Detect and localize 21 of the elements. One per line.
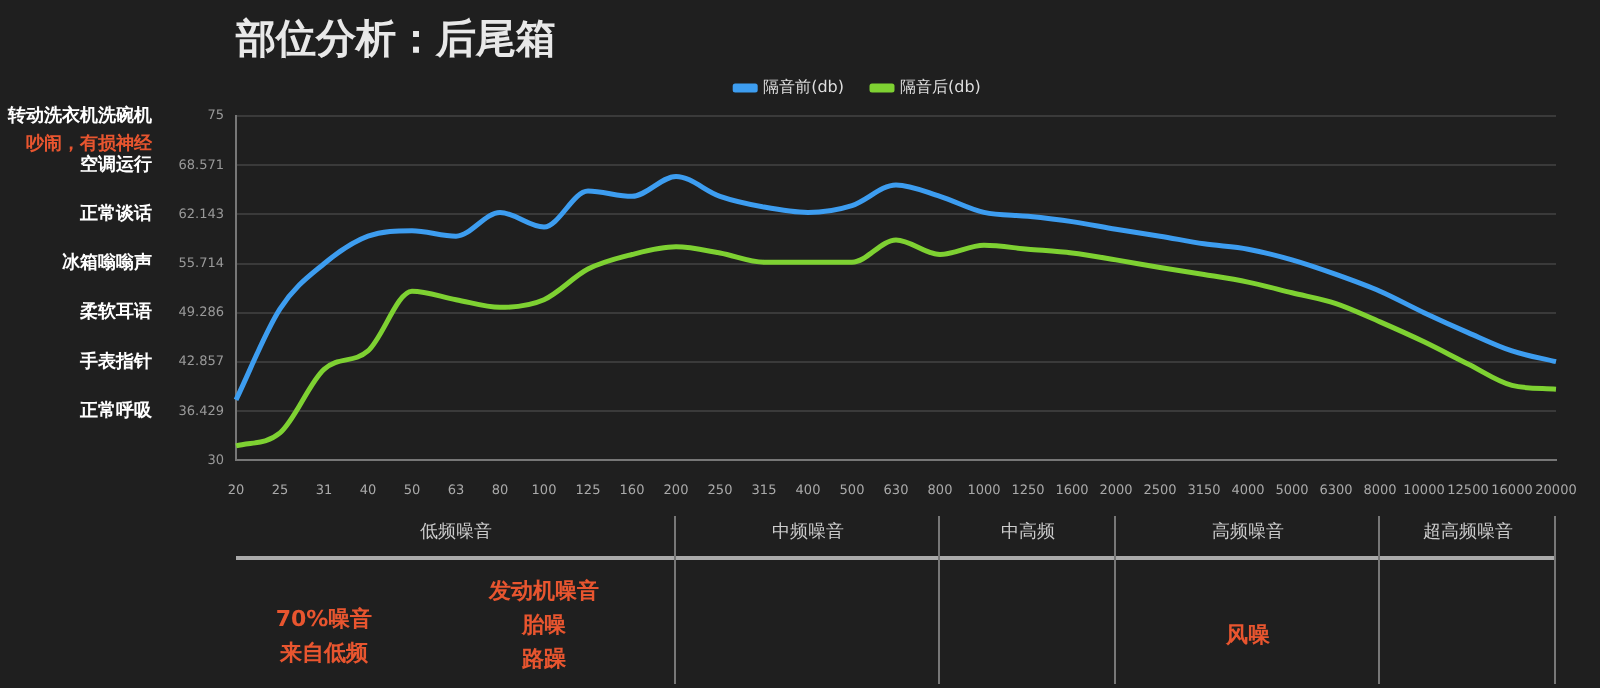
- text: 低频噪音: [420, 520, 492, 543]
- text: 风噪: [1224, 621, 1272, 648]
- text: 高频噪音: [1212, 520, 1284, 543]
- text: 中频噪音: [772, 520, 844, 543]
- text: 超高频噪音: [1423, 520, 1513, 543]
- text: 正常呼吸: [78, 399, 154, 422]
- text: 70%噪音来自低频: [275, 605, 373, 666]
- text: 转动洗衣机洗碗机: [6, 104, 152, 127]
- text: 柔软耳语: [78, 301, 152, 324]
- text: 吵闹，有损神经: [26, 132, 154, 155]
- text: 发动机噪音胎噪路躁: [487, 577, 599, 672]
- text: 空调运行: [80, 153, 152, 176]
- text: 手表指针: [78, 350, 152, 373]
- legend-label: 隔音后(db): [900, 78, 981, 97]
- chart-title: 部位分析：后尾箱: [236, 12, 556, 66]
- line-series: [233, 237, 1559, 449]
- text: 中高频: [1001, 520, 1055, 543]
- text: 正常谈话: [78, 203, 152, 226]
- legend-label: 隔音前(db): [763, 78, 845, 97]
- line-series: [233, 173, 1559, 403]
- text: 冰箱嗡嗡声: [62, 252, 152, 275]
